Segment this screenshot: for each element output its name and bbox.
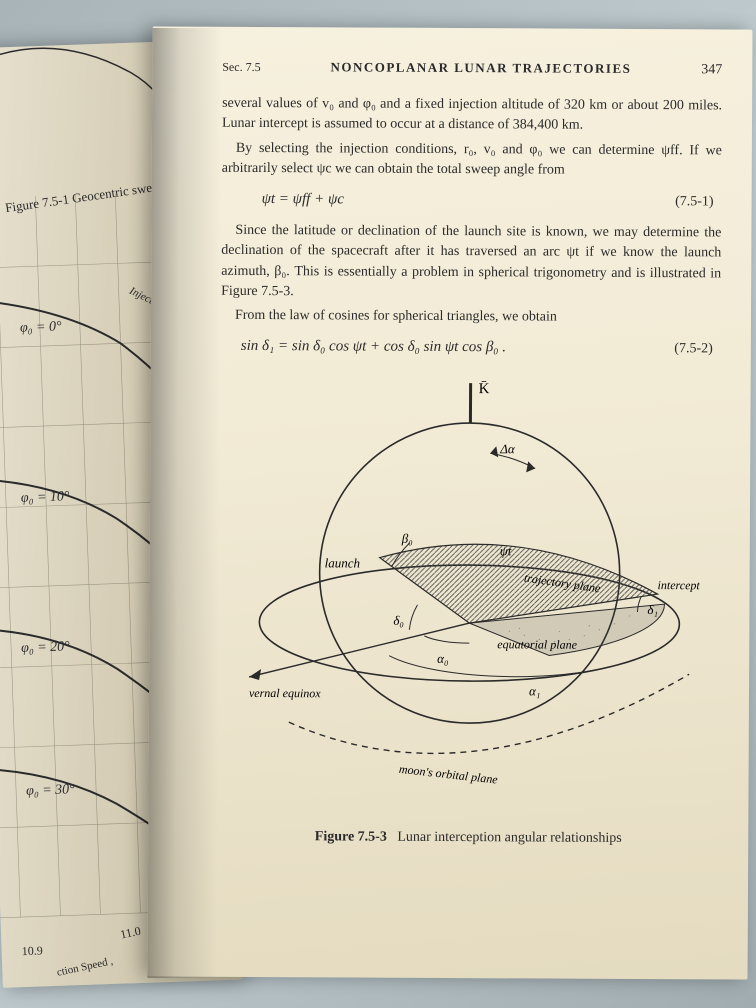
delta1-label: δ₁ [647,602,658,617]
section-label: Sec. 7.5 [222,60,260,75]
figure-7-5-3: K̄ [218,372,720,848]
delta-alpha-label: Δα [499,441,516,456]
figure-caption-num: Figure 7.5-3 [315,829,387,844]
xtick-1: 10.9 [21,943,42,958]
intercept-label: intercept [658,578,701,592]
alpha1-label: α₁ [529,684,540,699]
chapter-title: NONCOPLANAR LUNAR TRAJECTORIES [289,59,674,77]
running-head: Sec. 7.5 NONCOPLANAR LUNAR TRAJECTORIES … [222,59,722,79]
equation-2-tex: sin δ₁ = sin δ₀ cos ψt + cos δ₀ sin ψt c… [241,336,675,360]
figure-caption: Figure 7.5-3 Lunar interception angular … [218,829,718,848]
body-text: several values of v₀ and φ₀ and a fixed … [221,94,722,361]
phi0-20-label: φ₀ = 20° [21,639,71,656]
figure-caption-text: Lunar interception angular relationships [397,830,621,846]
paragraph-4: From the law of cosines for spherical tr… [221,306,721,329]
psit-label: ψt [500,543,512,558]
vernal-equinox-label: vernal equinox [249,686,321,700]
paragraph-3: Since the latitude or declination of the… [221,221,721,305]
equation-2: sin δ₁ = sin δ₀ cos ψt + cos δ₀ sin ψt c… [241,336,721,360]
phi0-10-label: φ₀ = 10° [21,489,71,506]
K-label: K̄ [479,381,490,397]
photo-background: φ₀ = 0° φ₀ = 10° φ₀ = 20° φ₀ = 30° Figur… [0,0,756,1008]
equation-1-num: (7.5-1) [675,192,714,212]
alpha0-label: α₀ [437,651,448,666]
equation-1: ψt = ψff + ψc (7.5-1) [262,189,722,213]
equation-2-num: (7.5-2) [674,339,713,359]
paragraph-1: several values of v₀ and φ₀ and a fixed … [222,94,722,137]
delta0-label: δ₀ [393,613,404,628]
page-number: 347 [701,62,722,78]
equatorial-plane-label: equatorial plane [497,637,577,651]
xlabel: ction Speed , [56,955,115,979]
beta0-label: β₀ [401,531,413,546]
xtick-2: 11.0 [119,924,142,942]
phi0-0-label: φ₀ = 0° [20,319,63,335]
moons-orbital-plane-label: moon's orbital plane [398,762,499,787]
left-figure-label: Figure 7.5-1 Geocentric swee [4,179,159,215]
equation-1-tex: ψt = ψff + ψc [262,189,676,213]
phi0-30-label: φ₀ = 30° [26,782,76,799]
launch-label: launch [325,556,360,571]
paragraph-2: By selecting the injection conditions, r… [222,138,722,181]
figure-svg: K̄ [218,372,720,815]
right-page: Sec. 7.5 NONCOPLANAR LUNAR TRAJECTORIES … [148,26,753,979]
